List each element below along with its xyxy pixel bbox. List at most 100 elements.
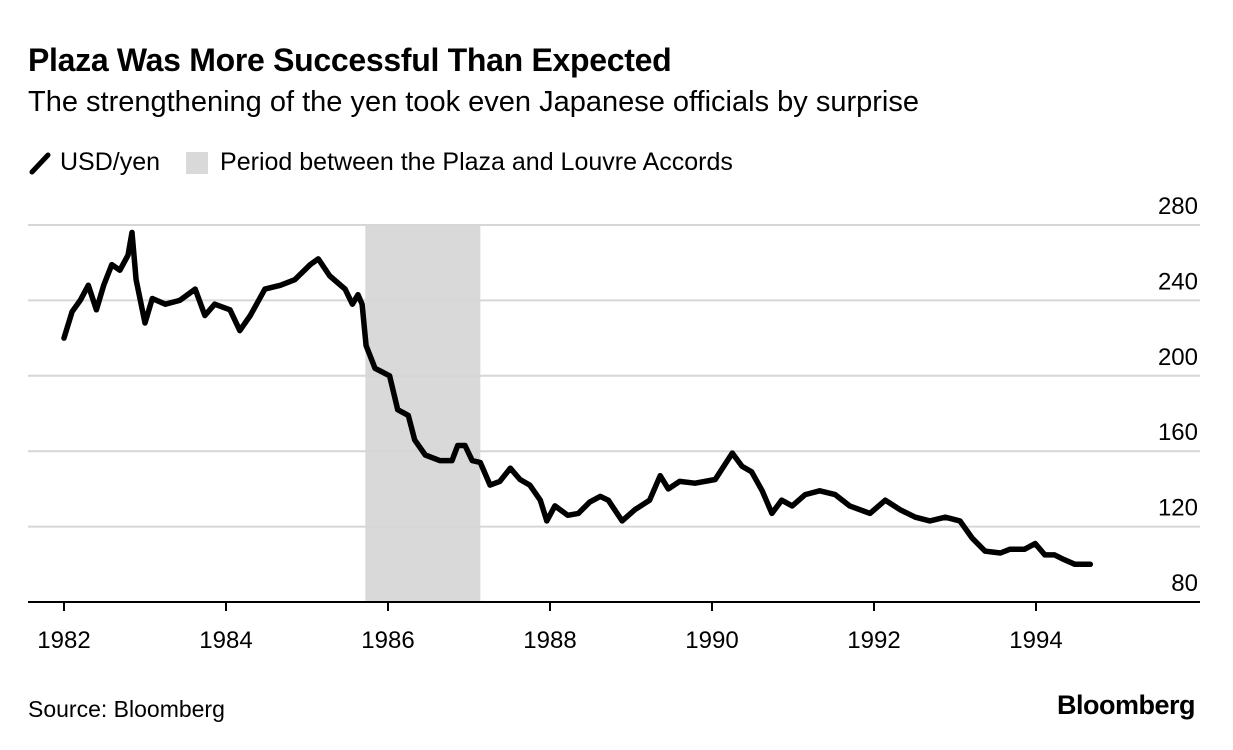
data-point xyxy=(817,488,823,494)
data-point xyxy=(759,488,765,494)
data-point xyxy=(927,518,933,524)
data-point xyxy=(847,503,853,509)
data-point xyxy=(517,476,523,482)
data-point xyxy=(422,452,428,458)
data-point xyxy=(657,473,663,479)
data-point xyxy=(1052,552,1058,558)
data-point xyxy=(739,463,745,469)
data-point xyxy=(395,407,401,413)
legend-line-swatch xyxy=(29,152,51,174)
data-point xyxy=(412,437,418,443)
data-point xyxy=(619,518,625,524)
data-point xyxy=(565,512,571,518)
data-point xyxy=(802,492,808,498)
data-point xyxy=(212,301,218,307)
data-point xyxy=(85,282,91,288)
series-line-usd-yen xyxy=(61,229,1094,568)
data-point xyxy=(109,262,115,268)
data-point xyxy=(769,510,775,516)
data-point xyxy=(507,465,513,471)
data-point xyxy=(749,469,755,475)
data-point xyxy=(997,550,1003,556)
data-point xyxy=(307,262,313,268)
data-point xyxy=(349,301,355,307)
y-tick-label: 120 xyxy=(1158,495,1198,522)
x-tick-label: 1984 xyxy=(199,627,252,654)
legend: USD/yen Period between the Plaza and Lou… xyxy=(28,148,759,177)
data-point xyxy=(1007,546,1013,552)
x-tick-label: 1982 xyxy=(37,627,90,654)
data-point xyxy=(912,514,918,520)
data-point xyxy=(677,478,683,484)
data-point xyxy=(597,493,603,499)
data-point xyxy=(537,497,543,503)
x-tick-label: 1994 xyxy=(1009,627,1062,654)
data-point xyxy=(575,510,581,516)
data-point xyxy=(1072,561,1078,567)
x-tick-label: 1992 xyxy=(847,627,900,654)
data-point xyxy=(437,458,443,464)
y-tick-label: 200 xyxy=(1158,344,1198,371)
data-point xyxy=(867,510,873,516)
data-point xyxy=(93,307,99,313)
data-point xyxy=(1022,546,1028,552)
data-point xyxy=(632,507,638,513)
data-point xyxy=(712,476,718,482)
data-point xyxy=(363,343,369,349)
data-point xyxy=(202,312,208,318)
data-point xyxy=(1032,541,1038,547)
data-point xyxy=(692,480,698,486)
data-point xyxy=(177,297,183,303)
data-point xyxy=(647,497,653,503)
source-note: Source: Bloomberg xyxy=(28,696,225,722)
data-point xyxy=(462,443,468,449)
data-point xyxy=(469,458,475,464)
y-tick-label: 80 xyxy=(1171,570,1198,597)
data-point xyxy=(665,486,671,492)
data-point xyxy=(117,267,123,273)
data-point xyxy=(1087,561,1093,567)
shaded-period xyxy=(365,225,481,602)
legend-shade-swatch xyxy=(186,151,209,174)
legend-label: USD/yen xyxy=(60,148,161,176)
data-point xyxy=(387,373,393,379)
data-point xyxy=(1042,552,1048,558)
x-tick-label: 1990 xyxy=(685,627,738,654)
data-point xyxy=(372,365,378,371)
data-point xyxy=(779,497,785,503)
data-point xyxy=(142,320,148,326)
data-point xyxy=(101,282,107,288)
data-point xyxy=(125,252,131,258)
data-point xyxy=(544,518,550,524)
legend-item-usd-yen: USD/yen xyxy=(28,148,160,177)
data-point xyxy=(497,478,503,484)
data-point xyxy=(133,277,139,283)
data-point xyxy=(262,286,268,292)
data-point xyxy=(789,503,795,509)
data-point xyxy=(982,548,988,554)
data-point xyxy=(552,503,558,509)
data-point xyxy=(882,497,888,503)
data-point xyxy=(587,499,593,505)
legend-item-shaded-period: Period between the Plaza and Louvre Acco… xyxy=(186,148,733,177)
data-point xyxy=(477,460,483,466)
chart-subtitle: The strengthening of the yen took even J… xyxy=(28,86,919,118)
data-point xyxy=(355,292,361,298)
data-point xyxy=(327,273,333,279)
x-tick-label: 1988 xyxy=(523,627,576,654)
data-point xyxy=(342,286,348,292)
bloomberg-logo: Bloomberg xyxy=(1056,690,1196,720)
data-point xyxy=(129,230,135,236)
data-point xyxy=(277,282,283,288)
data-point xyxy=(237,328,243,334)
legend-label: Period between the Plaza and Louvre Acco… xyxy=(220,148,733,176)
data-point xyxy=(162,301,168,307)
data-point xyxy=(527,482,533,488)
data-point xyxy=(1059,556,1065,562)
data-point xyxy=(315,256,321,262)
y-tick-label: 160 xyxy=(1158,419,1198,446)
data-point xyxy=(69,309,75,315)
data-point xyxy=(192,286,198,292)
data-point xyxy=(359,301,365,307)
